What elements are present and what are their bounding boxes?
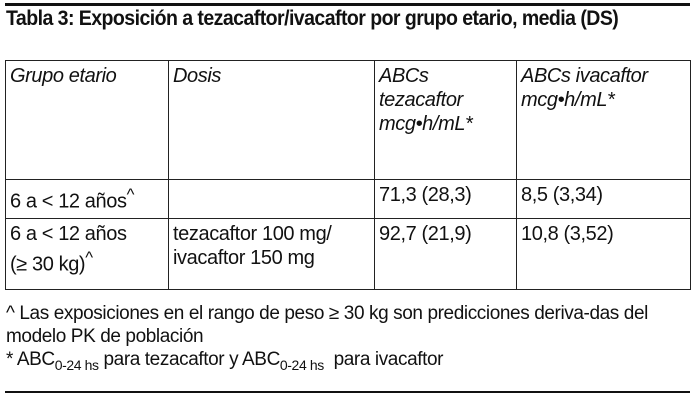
- header-grupo: Grupo etario: [5, 60, 169, 180]
- cell-iva: 10,8 (3,52): [516, 218, 691, 290]
- table-row: 6 a < 12 años (≥ 30 kg)^ tezacaftor 100 m…: [5, 218, 691, 290]
- table-row: 6 a < 12 años^ 71,3 (28,3) 8,5 (3,34): [5, 179, 691, 219]
- group-text: 6 a < 12 años: [10, 190, 127, 213]
- footnote-text: para ivacaftor: [323, 349, 444, 370]
- footnote-star: * ABC0-24 hs para tezacaftor y ABC0-24 h…: [6, 348, 690, 377]
- subscript: 0-24 hs: [54, 356, 99, 373]
- top-rule: [5, 3, 690, 6]
- cell-tez: 92,7 (21,9): [374, 218, 517, 290]
- footnote-caret: ^ Las exposiciones en el rango de peso ≥…: [6, 303, 648, 347]
- cell-dose: tezacaftor 100 mg/ivacaftor 150 mg: [168, 218, 375, 290]
- header-dosis: Dosis: [168, 60, 375, 180]
- cell-tez: 71,3 (28,3): [374, 179, 517, 219]
- exposure-table: Grupo etario Dosis ABCs tezacaftor mcg•h…: [5, 60, 691, 290]
- cell-group: 6 a < 12 años^: [5, 179, 169, 219]
- header-abc-tezacaftor: ABCs tezacaftor mcg•h/mL*: [374, 60, 517, 180]
- group-text: 6 a < 12 años: [10, 223, 127, 245]
- group-weight: (≥ 30 kg): [10, 253, 86, 276]
- dose-line: tezacaftor 100 mg/: [173, 223, 332, 245]
- header-abc-ivacaftor: ABCs ivacaftor mcg•h/mL*: [516, 60, 691, 180]
- table-title: Tabla 3: Exposición a tezacaftor/ivacaft…: [6, 7, 619, 30]
- footnote-text: * ABC: [6, 349, 55, 370]
- cell-iva: 8,5 (3,34): [516, 179, 691, 219]
- table-header-row: Grupo etario Dosis ABCs tezacaftor mcg•h…: [5, 60, 691, 180]
- footnote-mark: ^: [85, 248, 93, 267]
- bottom-rule: [5, 391, 690, 393]
- footnote-text: para tezacaftor y ABC: [98, 349, 280, 370]
- cell-group: 6 a < 12 años (≥ 30 kg)^: [5, 218, 169, 290]
- footnote-mark: ^: [126, 185, 135, 204]
- cell-dose: [168, 179, 375, 219]
- footnotes: ^ Las exposiciones en el rango de peso ≥…: [6, 302, 690, 377]
- subscript: 0-24 hs: [279, 356, 324, 373]
- dose-line: ivacaftor 150 mg: [173, 247, 315, 269]
